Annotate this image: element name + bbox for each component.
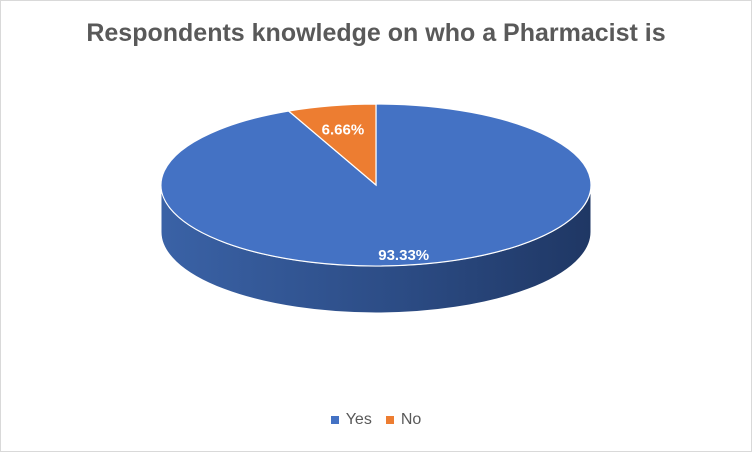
legend-label-no: No (400, 411, 422, 428)
chart-title: Respondents knowledge on who a Pharmacis… (86, 19, 666, 47)
pie-top-face (160, 103, 592, 267)
data-label-yes: 93.33% (378, 247, 429, 264)
pie-slice-no (287, 103, 377, 187)
data-label-no: 6.66% (322, 121, 365, 138)
pie-data-labels: 93.33% 6.66% (322, 121, 429, 264)
legend-swatch-no (385, 416, 394, 424)
legend: Yes No (1, 411, 751, 429)
legend-label-yes: Yes (345, 411, 372, 428)
legend-swatch-yes (330, 416, 339, 424)
legend-item-no: No (385, 411, 422, 429)
legend-item-yes: Yes (330, 411, 372, 429)
